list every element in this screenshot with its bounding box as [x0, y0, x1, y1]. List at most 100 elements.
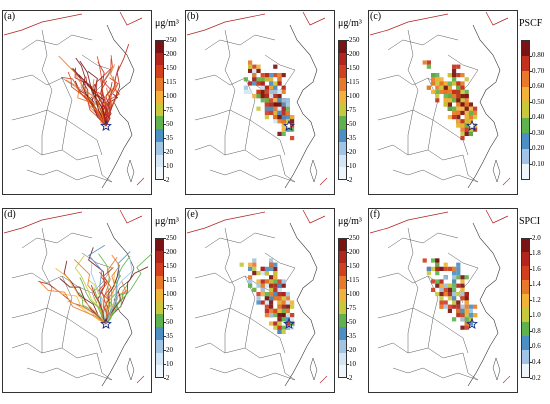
grid-cell	[456, 304, 461, 309]
grid-cell	[431, 89, 436, 94]
grid-cell	[269, 262, 274, 267]
colorbar-tick-label: 75	[349, 105, 356, 114]
colorbar-tick-label: 35	[166, 133, 173, 142]
colorbar-tick-label: 200	[166, 49, 177, 58]
grid-cell	[456, 123, 461, 128]
colorbar-swatch	[338, 250, 347, 264]
colorbar-swatch	[521, 350, 530, 365]
map-d	[2, 208, 152, 393]
grid-cell	[281, 292, 286, 297]
grid-cell	[256, 283, 261, 288]
grid-cell	[252, 258, 257, 263]
colorbar-tick-label: 200	[349, 49, 360, 58]
grid-cell	[285, 119, 290, 124]
grid-cell	[277, 321, 282, 326]
grid-cell	[264, 115, 269, 120]
grid-cell	[273, 73, 278, 78]
trajectory-line	[105, 65, 120, 127]
grid-cell	[447, 73, 452, 78]
colorbar-swatch	[521, 55, 530, 72]
colorbar-swatch	[338, 116, 347, 130]
colorbar-tick	[347, 252, 349, 253]
grid-cell	[256, 89, 261, 94]
map-e	[185, 208, 335, 393]
grid-cell	[277, 110, 282, 115]
grid-cell	[443, 266, 448, 271]
grid-cell	[273, 271, 278, 276]
province-boundary	[26, 367, 113, 381]
grid-cell	[422, 258, 427, 263]
grid-cell	[281, 131, 286, 136]
grid-cell	[439, 292, 444, 297]
map-panel-f: (f) SPCI 2.0 1.8 1.6 1.4 1.2 1.0 0.8 0.6 0.4 0.2	[368, 208, 541, 393]
grid-cell	[277, 119, 282, 124]
grid-cell	[277, 131, 282, 136]
colorbar-tick-label: 200	[349, 247, 360, 256]
map-frame	[368, 10, 518, 195]
grid-cell	[273, 89, 278, 94]
colorbar-swatch	[155, 250, 164, 264]
province-boundary	[224, 109, 231, 155]
map-frame	[2, 208, 152, 393]
colorbar-swatch	[155, 40, 164, 54]
grid-cell	[281, 127, 286, 132]
grid-cell	[264, 283, 269, 288]
colorbar-tick	[164, 166, 166, 167]
province-boundary	[21, 232, 93, 249]
grid-cell	[452, 81, 457, 86]
grid-cell	[256, 296, 261, 301]
coastline	[284, 222, 318, 387]
grid-cell	[464, 106, 469, 111]
grid-cell	[277, 102, 282, 107]
province-boundary	[61, 119, 68, 151]
grid-cell	[473, 304, 478, 309]
colorbar-swatch	[155, 339, 164, 353]
grid-cell	[273, 308, 278, 313]
province-boundary	[279, 352, 296, 381]
grid-cell	[260, 279, 265, 284]
grid-cell	[456, 89, 461, 94]
grid-cell	[264, 94, 269, 99]
grid-cell	[290, 136, 295, 141]
colorbar-tick-label: 250	[349, 35, 360, 44]
province-boundary	[41, 109, 48, 155]
trajectory-line	[55, 268, 107, 325]
grid-cell	[264, 300, 269, 305]
grid-cell	[435, 283, 440, 288]
grid-cell	[431, 258, 436, 263]
grid-cell	[460, 296, 465, 301]
grid-cell	[264, 73, 269, 78]
colorbar-title: μg/m³	[155, 18, 179, 29]
grid-cell	[260, 287, 265, 292]
grid-cell	[281, 283, 286, 288]
grid-cell	[435, 81, 440, 86]
grid-cell	[452, 266, 457, 271]
colorbar-tick-label: 115	[166, 275, 177, 284]
grid-cell	[273, 115, 278, 120]
colorbar-tick-label: 250	[166, 35, 177, 44]
grid-cell	[290, 304, 295, 309]
colorbar-tick-label: 1.4	[532, 280, 541, 289]
colorbar-tick-label: 20	[349, 345, 356, 354]
province-boundary	[26, 169, 113, 183]
province-boundary	[427, 275, 449, 329]
colorbar-tick	[347, 124, 349, 125]
province-boundary	[11, 144, 98, 161]
grid-cell	[277, 106, 282, 111]
colorbar-tick-label: 250	[166, 233, 177, 242]
colorbar-tick	[164, 280, 166, 281]
colorbar-tick	[530, 284, 532, 286]
province-boundary	[194, 74, 261, 89]
grid-cell	[285, 325, 290, 330]
colorbar-swatch	[521, 336, 530, 351]
grid-cell	[269, 321, 274, 326]
grid-cell	[473, 106, 478, 111]
grid-cell	[439, 296, 444, 301]
grid-cell	[443, 94, 448, 99]
province-boundary	[387, 34, 459, 51]
grid-cell	[452, 77, 457, 82]
colorbar-tick	[530, 346, 532, 348]
map-c	[368, 10, 518, 195]
colorbar-swatch	[155, 263, 164, 277]
map-panel-c: (c) PSCF 0.80 0.70 0.60 0.50 0.40 0.30 0.20 0.10	[368, 10, 544, 195]
